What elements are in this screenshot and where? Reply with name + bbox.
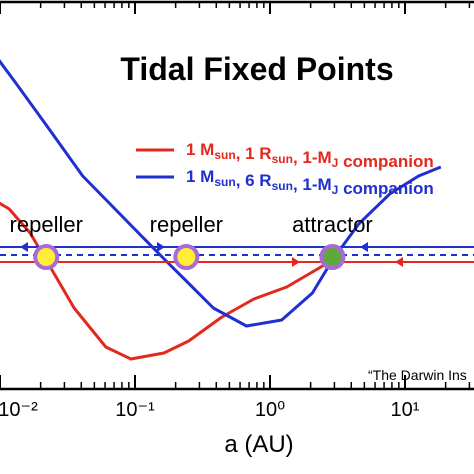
credit-text: “The Darwin Ins — [368, 367, 467, 383]
fixed-point-label: repeller — [150, 212, 223, 237]
fixed-point-label: repeller — [10, 212, 83, 237]
legend-label: 1 Msun, 6 Rsun, 1-MJ companion — [186, 167, 434, 198]
arrowhead — [395, 257, 403, 267]
chart-title: Tidal Fixed Points — [120, 51, 393, 87]
x-tick-label: 10⁰ — [255, 399, 285, 421]
fixed-point-marker — [173, 244, 200, 270]
x-tick-label: 10⁻² — [0, 399, 38, 421]
series-line-2 — [0, 59, 442, 328]
fixed-point-marker — [33, 244, 60, 270]
fixed-point-marker — [319, 244, 346, 270]
arrowhead — [157, 242, 165, 252]
x-tick-labels: 10⁻² 10⁻¹ 10⁰ 10¹ — [0, 399, 420, 421]
flow-arrows — [0, 242, 474, 267]
x-tick-label: 10¹ — [391, 399, 420, 421]
x-axis-ticks — [0, 2, 471, 389]
series-layer — [0, 59, 442, 361]
arrowhead — [292, 257, 300, 267]
x-tick-label: 10⁻¹ — [115, 399, 155, 421]
fixed-points: repeller repeller attractor — [10, 212, 373, 270]
x-axis-label: a (AU) — [224, 431, 293, 458]
arrowhead — [20, 242, 28, 252]
arrowhead — [360, 242, 368, 252]
series-line-1 — [0, 201, 334, 361]
legend-label: 1 Msun, 1 Rsun, 1-MJ companion — [186, 140, 434, 171]
fixed-point-label: attractor — [292, 212, 373, 237]
